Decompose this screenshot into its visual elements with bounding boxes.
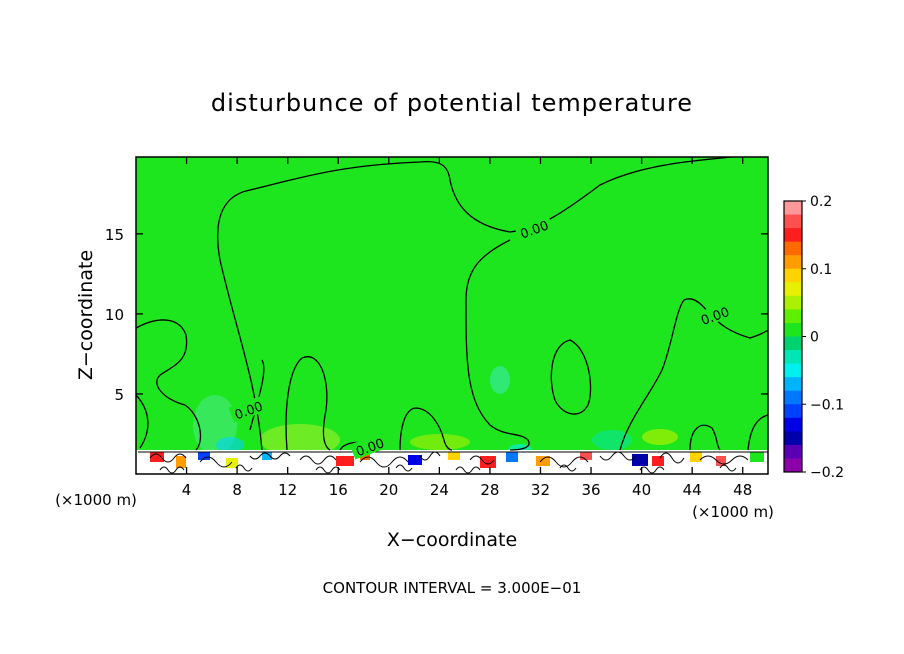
chart-title: disturbunce of potential temperature	[211, 89, 693, 117]
colorbar-tick-label: 0	[810, 330, 819, 346]
x-tick-label: 8	[232, 481, 242, 499]
colorbar-segment	[784, 214, 802, 229]
x-tick-label: 4	[182, 481, 192, 499]
anomaly-patch	[642, 429, 678, 445]
surface-blob	[652, 456, 664, 466]
colorbar-segment	[784, 458, 802, 473]
colorbar-segment	[784, 404, 802, 419]
colorbar-segment	[784, 255, 802, 270]
surface-blob	[262, 452, 272, 460]
y-axis-label: Z−coordinate	[75, 250, 97, 380]
x-tick-label: 24	[430, 481, 449, 499]
surface-layer-colors	[150, 452, 764, 468]
zero-contour	[619, 298, 768, 451]
plot-frame	[135, 156, 769, 475]
colorbar-tick-label: −0.2	[810, 465, 844, 481]
colorbar-ticks: 0.2 0.1 0 −0.1 −0.2	[802, 194, 844, 481]
x-axis: 4 8 12 16 20 24 28 32 36 40 44 48	[182, 157, 752, 499]
colorbar-segment	[784, 431, 802, 446]
x-unit-left: (×1000 m)	[55, 491, 137, 509]
colorbar-segment	[784, 282, 802, 297]
anomaly-patch	[260, 424, 340, 456]
colorbar-segment	[784, 309, 802, 324]
surface-blob	[750, 452, 764, 462]
colorbar-segment	[784, 268, 802, 283]
surface-contour-scribbles	[138, 451, 768, 468]
colorbar-segment	[784, 201, 802, 216]
surface-contour-scribbles	[159, 464, 737, 474]
surface-blob	[336, 456, 354, 466]
x-axis-label: X−coordinate	[387, 529, 517, 551]
contour-label-bg	[228, 395, 268, 423]
zero-contour	[285, 356, 331, 451]
surface-blob	[360, 452, 370, 460]
x-unit-right: (×1000 m)	[692, 503, 774, 521]
colorbar-segment	[784, 444, 802, 459]
x-tick-label: 48	[733, 481, 752, 499]
colorbar-segment	[784, 363, 802, 378]
colorbar-segment	[784, 390, 802, 405]
colorbar-tick-label: −0.1	[810, 397, 844, 413]
y-axis: 5 10 15	[105, 226, 768, 404]
x-tick-label: 40	[632, 481, 651, 499]
zero-contour	[465, 239, 530, 451]
contour-label-bg	[694, 300, 735, 329]
x-tick-label: 20	[379, 481, 398, 499]
surface-blob	[690, 452, 702, 462]
contour-interval-text: CONTOUR INTERVAL = 3.000E−01	[323, 579, 582, 597]
zero-contour	[216, 157, 739, 451]
surface-blob	[536, 456, 550, 466]
surface-blob	[408, 455, 422, 465]
anomaly-patch	[490, 366, 510, 394]
colorbar-segment	[784, 350, 802, 365]
surface-blob	[150, 452, 164, 462]
y-tick-label: 5	[114, 386, 124, 404]
plot-field	[136, 157, 768, 474]
x-tick-label: 32	[531, 481, 550, 499]
surface-blob	[176, 456, 186, 468]
field-anomalies	[136, 157, 768, 474]
surface-blob	[226, 458, 238, 468]
anomaly-patch	[410, 434, 470, 450]
x-tick-label: 44	[683, 481, 702, 499]
x-tick-label: 28	[480, 481, 499, 499]
anomaly-patch	[216, 437, 244, 453]
colorbar-tick-label: 0.2	[810, 194, 832, 210]
surface-blob	[480, 456, 496, 468]
surface-blob	[506, 452, 518, 462]
y-tick-label: 15	[105, 226, 124, 244]
colorbar-tick-label: 0.1	[810, 262, 832, 278]
contour-label-bg	[514, 214, 554, 242]
surface-blob	[198, 452, 210, 460]
zero-contour	[550, 339, 592, 415]
colorbar-segment	[784, 336, 802, 351]
colorbar-segment	[784, 241, 802, 256]
colorbar-segment	[784, 377, 802, 392]
y-tick-label: 10	[105, 306, 124, 324]
zero-contour	[249, 359, 265, 431]
colorbar-segment	[784, 417, 802, 432]
zero-contour	[399, 407, 453, 451]
surface-blob	[716, 456, 726, 466]
zero-contour	[747, 414, 768, 451]
surface-blob	[632, 454, 648, 466]
colorbar	[783, 200, 803, 473]
colorbar-segment	[784, 295, 802, 310]
contour-label-bg	[349, 432, 390, 460]
zero-contour	[136, 319, 202, 451]
zero-contour	[136, 394, 149, 449]
surface-blob	[580, 452, 592, 460]
x-tick-label: 36	[581, 481, 600, 499]
surface-blob	[448, 452, 460, 460]
colorbar-segment	[784, 228, 802, 243]
x-tick-label: 16	[329, 481, 348, 499]
x-tick-label: 12	[278, 481, 297, 499]
colorbar-segment	[784, 322, 802, 337]
zero-contour	[689, 424, 721, 451]
